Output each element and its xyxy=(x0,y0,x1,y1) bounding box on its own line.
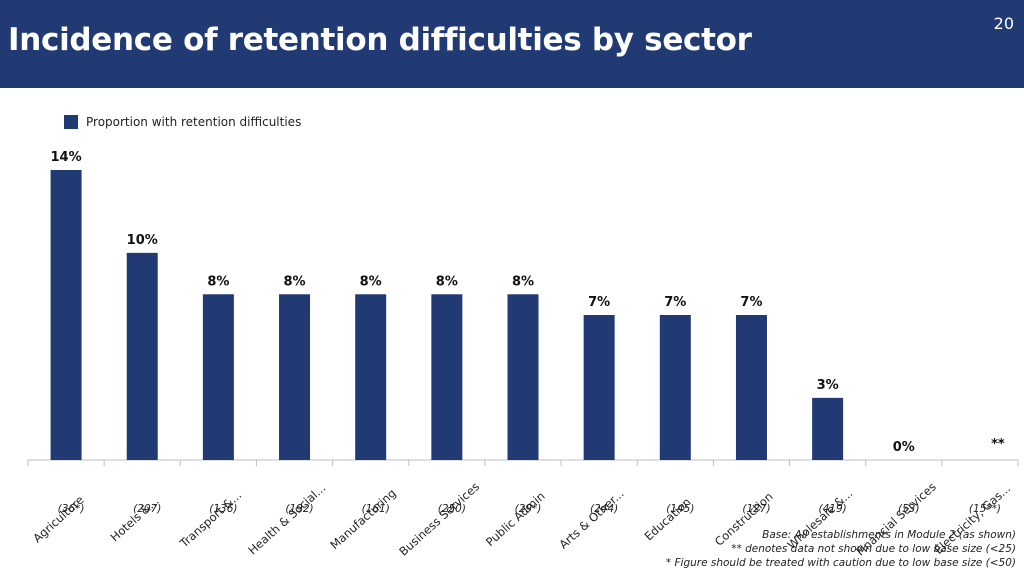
data-label: 8% xyxy=(207,274,229,289)
bar xyxy=(431,294,463,460)
bar xyxy=(659,315,691,460)
category-label: Public Admin xyxy=(483,489,548,549)
page-title: Incidence of retention difficulties by s… xyxy=(8,22,752,58)
header-bar: Incidence of retention difficulties by s… xyxy=(0,0,1024,88)
chart-legend: Proportion with retention difficulties xyxy=(64,114,301,130)
base-size-label: (36*) xyxy=(58,503,85,515)
base-size-label: (53) xyxy=(898,503,920,515)
bar xyxy=(735,315,767,460)
bar xyxy=(202,294,234,460)
data-label: 8% xyxy=(436,274,458,289)
data-label: 14% xyxy=(51,150,82,165)
base-size-label: (145) xyxy=(666,503,694,515)
bar xyxy=(583,315,615,460)
data-label: 7% xyxy=(740,295,762,310)
footnote-double-asterisk: ** denotes data not shown due to low bas… xyxy=(731,543,1016,555)
data-label: 7% xyxy=(588,295,610,310)
base-size-label: (192) xyxy=(285,503,313,515)
base-size-label: (250) xyxy=(438,503,466,515)
category-label: Transport &... xyxy=(176,488,244,551)
base-size-label: (207) xyxy=(133,503,161,515)
category-label: Hotels &... xyxy=(108,494,162,545)
base-size-label: (419) xyxy=(818,503,846,515)
base-size-label: (161) xyxy=(362,503,390,515)
data-label: 7% xyxy=(664,295,686,310)
legend-swatch xyxy=(64,115,78,129)
base-size-label: (244) xyxy=(590,503,618,515)
base-size-label: (127) xyxy=(742,503,770,515)
category-label: Health & Social... xyxy=(245,481,328,558)
footnote-single-asterisk: * Figure should be treated with caution … xyxy=(665,557,1016,569)
data-label: ** xyxy=(991,437,1005,452)
data-label: 0% xyxy=(893,440,915,455)
category-label: Agriculture xyxy=(30,493,86,546)
bar xyxy=(279,294,311,460)
data-label: 10% xyxy=(127,233,158,248)
base-size-label: (136) xyxy=(209,503,237,515)
category-label: Manufacturing xyxy=(327,486,398,552)
bar xyxy=(507,294,539,460)
base-size-label: (29*) xyxy=(515,503,542,515)
category-label: Arts & Other... xyxy=(556,486,626,551)
legend-label: Proportion with retention difficulties xyxy=(86,115,302,129)
category-label: Business Services xyxy=(396,479,482,558)
base-size-label: (15**) xyxy=(969,503,1001,515)
data-label: 3% xyxy=(817,378,839,393)
footnotes: Base: All establishments in Module 2 (as… xyxy=(666,528,1016,570)
bar xyxy=(812,397,844,460)
data-label: 8% xyxy=(283,274,305,289)
bar xyxy=(355,294,387,460)
data-label: 8% xyxy=(512,274,534,289)
bar xyxy=(126,252,158,460)
page-number: 20 xyxy=(993,14,1014,33)
bar xyxy=(50,170,82,460)
data-label: 8% xyxy=(360,274,382,289)
footnote-base: Base: All establishments in Module 2 (as… xyxy=(762,529,1016,541)
